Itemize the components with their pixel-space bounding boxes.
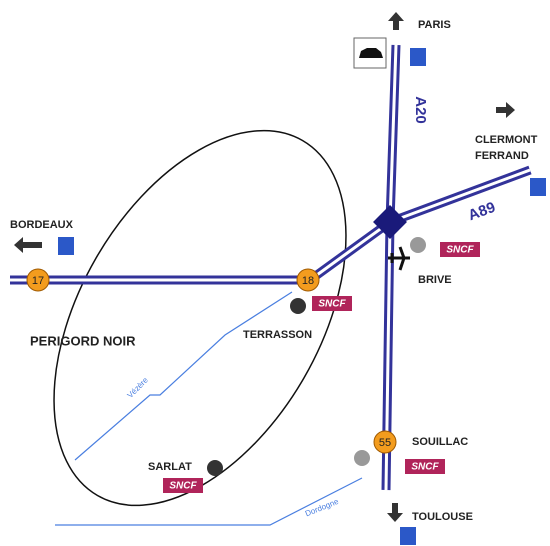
river-label: Dordogne — [304, 497, 340, 519]
place-label: SARLAT — [148, 461, 192, 473]
place-label: SOUILLAC — [412, 436, 468, 448]
place-label: CLERMONT — [475, 134, 538, 146]
river — [55, 477, 363, 526]
road-label: A20 — [412, 96, 429, 124]
roads — [10, 44, 532, 491]
place-label: FERRAND — [475, 150, 529, 162]
exit-label: 17 — [32, 275, 44, 287]
rail-label: SNCF — [169, 481, 197, 492]
place-label: BORDEAUX — [10, 219, 74, 231]
river — [74, 291, 293, 461]
place-label: BRIVE — [418, 274, 452, 286]
road-label: A89 — [466, 199, 498, 224]
rail-logos: SNCF SNCF SNCF SNCF — [163, 242, 480, 493]
icons — [14, 12, 546, 545]
rail-label: SNCF — [318, 299, 346, 310]
exit-label: 55 — [379, 437, 391, 449]
place-label: TERRASSON — [243, 329, 312, 341]
rail-label: SNCF — [446, 245, 474, 256]
place-label: TOULOUSE — [412, 511, 473, 523]
exit-label: 18 — [302, 275, 314, 287]
river-label: Vézère — [126, 375, 151, 400]
rail-label: SNCF — [411, 462, 439, 473]
region-outline — [53, 129, 347, 507]
place-label: PARIS — [418, 19, 451, 31]
exits: 17 18 55 — [26, 268, 397, 454]
region-label: PERIGORD NOIR — [30, 333, 136, 348]
